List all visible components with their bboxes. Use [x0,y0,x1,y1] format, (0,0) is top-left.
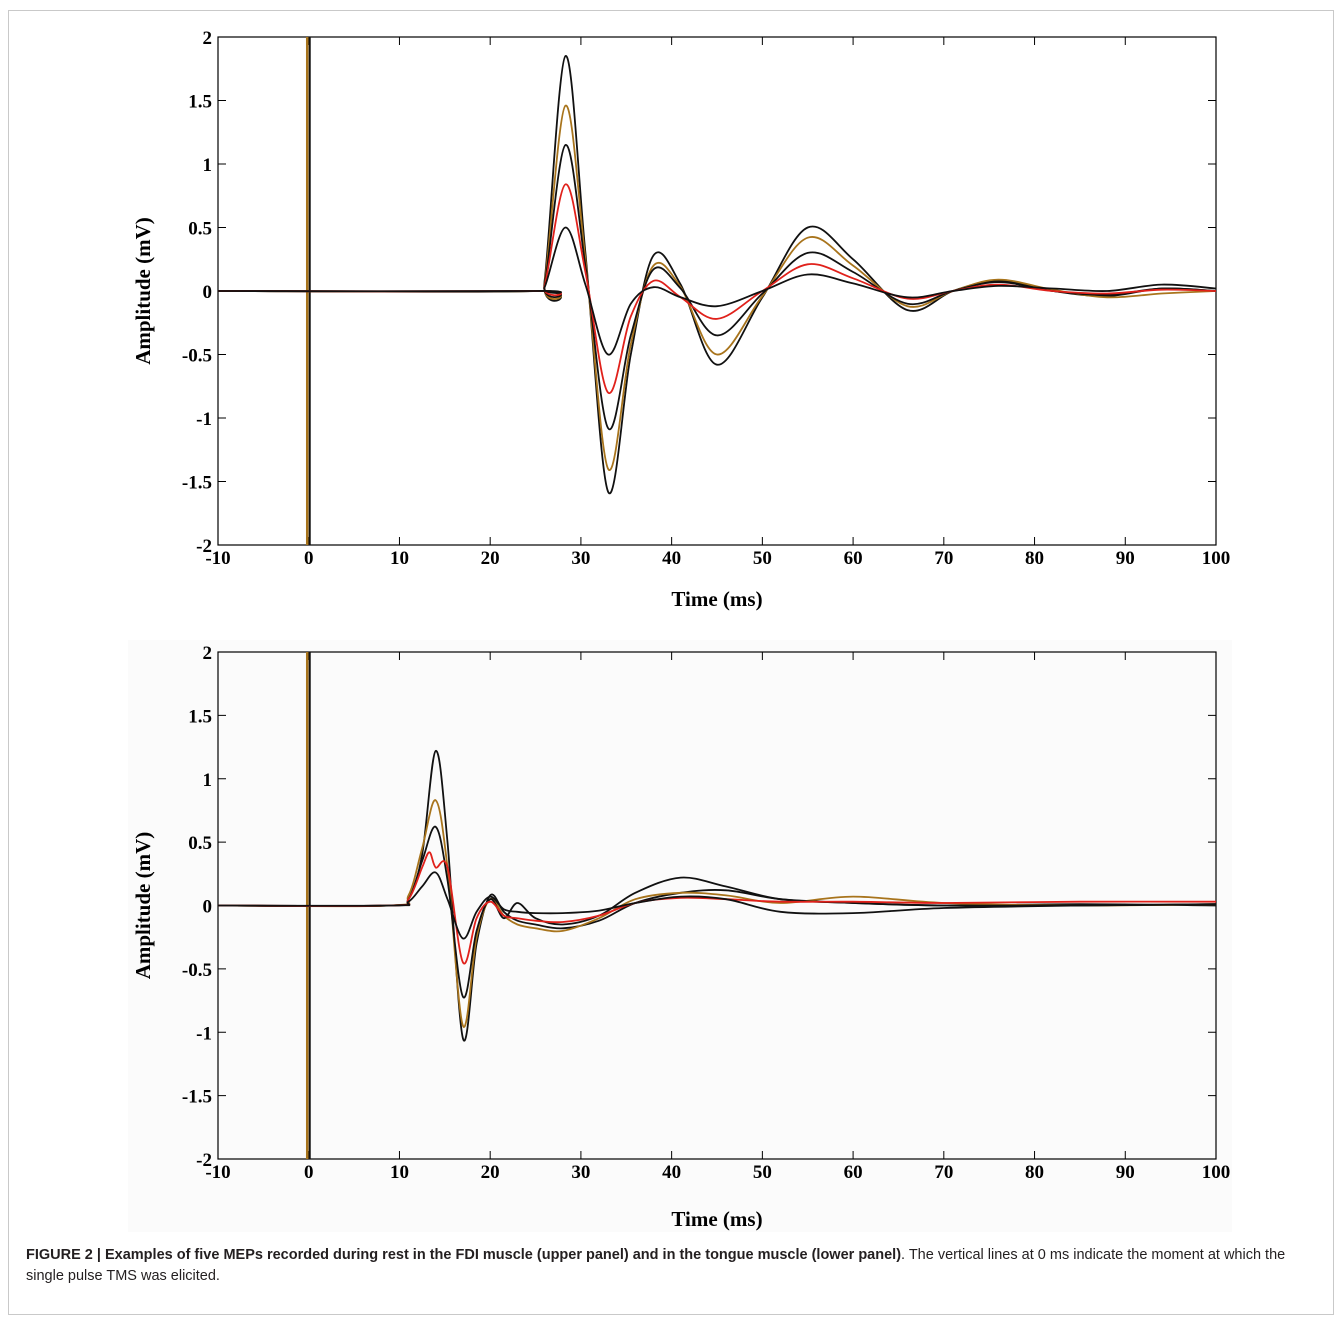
mep-trace-black [217,226,1217,356]
x-tick-label: 20 [481,1162,500,1183]
mep-trace-black [217,144,1217,431]
x-tick-label: 70 [934,548,953,569]
y-tick-label: 1 [203,155,213,176]
x-tick-label: 0 [304,1162,314,1183]
y-axis-label: Amplitude (mV) [131,832,155,980]
x-tick-label: 100 [1202,548,1231,569]
y-tick-label: 0 [203,897,213,918]
x-tick-label: 50 [753,548,772,569]
y-tick-label: -0.5 [182,960,212,981]
y-tick-label: -2 [196,1150,212,1171]
lower-panel-chart: -10 0 10 20 30 40 50 60 70 80 90 100 2 1.5 1 0.5 0 -0.5 -1… [128,640,1232,1232]
y-tick-label: 2 [203,643,213,664]
x-tick-label: 0 [304,548,314,569]
y-tick-label: -2 [196,536,212,557]
figure-charts: -10 0 10 20 30 40 50 60 70 80 90 10021.510.50-0.5-1… [128,28,1232,1232]
x-tick-label: 40 [662,548,681,569]
panel-background [128,640,1232,1232]
x-tick-label: 40 [662,1162,681,1183]
x-tick-label: 70 [934,1162,953,1183]
y-tick-label: 0.5 [188,833,212,854]
x-tick-label: 10 [390,548,409,569]
y-axis-label: Amplitude (mV) [131,217,155,365]
x-axis-label: Time (ms) [671,587,762,611]
x-tick-label: 90 [1116,548,1135,569]
mep-trace-black [217,55,1217,495]
y-tick-label: 1 [203,770,213,791]
y-tick-label: -1 [196,409,212,430]
x-tick-label: -10 [205,1162,230,1183]
mep-trace-brown [217,799,1217,1028]
y-tick-label: 2 [203,28,213,49]
y-tick-label: -1.5 [182,473,212,494]
caption-bold: FIGURE 2 | Examples of five MEPs recorde… [26,1247,902,1263]
x-tick-label: 50 [753,1162,772,1183]
y-tick-label: -1.5 [182,1087,212,1108]
y-tick-label: -1 [196,1023,212,1044]
mep-trace-black [217,871,1217,940]
x-axis-label: Time (ms) [671,1207,762,1231]
y-tick-label: 1.5 [188,92,212,113]
x-tick-label: 80 [1025,548,1044,569]
x-tick-label: 30 [571,548,590,569]
y-tick-label: -0.5 [182,346,212,367]
y-tick-label: 0.5 [188,219,212,240]
upper-panel-chart: -10 0 10 20 30 40 50 60 70 80 90 100 2 1.5 1 0.5 0 -0.5 -1… [128,28,1232,620]
x-tick-label: 90 [1116,1162,1135,1183]
x-tick-label: 60 [844,1162,863,1183]
x-tick-label: 20 [481,548,500,569]
x-tick-label: 10 [390,1162,409,1183]
mep-trace-red [217,851,1217,965]
x-tick-label: -10 [205,548,230,569]
x-tick-label: 80 [1025,1162,1044,1183]
panel-background [128,30,1232,620]
x-tick-label: 100 [1202,1162,1231,1183]
y-tick-label: 1.5 [188,706,212,727]
mep-trace-brown [217,104,1217,471]
x-tick-label: 60 [844,548,863,569]
figure-caption: FIGURE 2 | Examples of five MEPs recorde… [26,1245,1316,1287]
mep-trace-black [217,825,1217,999]
x-tick-label: 30 [571,1162,590,1183]
y-tick-label: 0 [203,282,213,303]
caption-rest: . The vertical lines at 0 ms indicate th… [26,1247,1286,1284]
